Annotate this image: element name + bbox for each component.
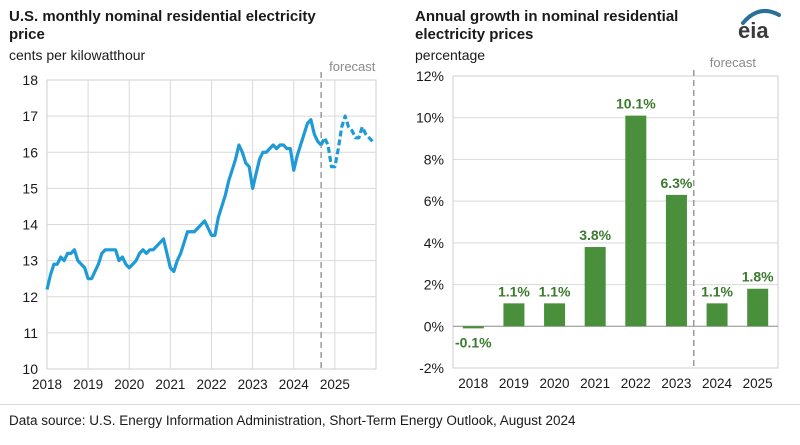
y-tick-label: 2% [424, 277, 444, 293]
bar-2018 [462, 326, 484, 329]
x-tick-label: 2021 [155, 377, 185, 392]
y-tick-label: 12% [416, 68, 444, 84]
plot-frame [452, 75, 779, 369]
bar-2023 [665, 194, 687, 327]
x-tick-label: 2020 [540, 376, 570, 391]
series-forecast-line [319, 114, 374, 169]
x-tick-label: 2023 [238, 377, 268, 392]
y-tick-label: 10 [22, 361, 38, 377]
data-label: -0.1% [455, 334, 492, 350]
data-source-note: Data source: U.S. Energy Information Adm… [9, 413, 576, 428]
forecast-label: forecast [710, 55, 757, 70]
eia-logo: eia [738, 8, 781, 42]
y-tick-label: 18 [22, 72, 38, 88]
x-tick-label: 2019 [499, 376, 529, 391]
data-label: 10.1% [616, 96, 656, 112]
y-tick-label: 0% [424, 318, 444, 334]
right-chart-unit-label: percentage [415, 47, 486, 63]
y-tick-label: 12 [22, 289, 38, 305]
y-tick-label: -2% [419, 360, 444, 376]
x-tick-label: 2023 [661, 376, 691, 391]
data-label: 6.3% [660, 175, 692, 191]
annual-growth-bar-chart: -2% 0% 2% 4% 6% 8% 10% 12% forecast -0.1% 2018 1.1%… [416, 55, 779, 391]
left-chart-unit-label: cents per kilowatthour [9, 47, 146, 63]
eia-logo-arc [741, 8, 781, 25]
eia-logo-text: eia [738, 18, 769, 42]
left-chart-title: U.S. monthly nominal residential electri… [9, 8, 316, 43]
bar-2025 [747, 288, 769, 327]
y-tick-label: 15 [22, 180, 38, 196]
bar-2022 [625, 115, 647, 327]
x-tick-label: 2018 [32, 377, 62, 392]
y-tick-label: 6% [424, 193, 444, 209]
bar-2019 [503, 303, 525, 327]
data-label: 1.1% [498, 283, 530, 299]
bar-2021 [584, 247, 606, 327]
x-tick-label: 2024 [279, 377, 310, 392]
y-tick-label: 14 [22, 217, 38, 233]
y-tick-label: 17 [22, 108, 38, 124]
forecast-label: forecast [329, 59, 376, 74]
x-tick-label: 2019 [73, 377, 103, 392]
x-tick-label: 2020 [114, 377, 144, 392]
x-tick-label: 2022 [621, 376, 651, 391]
x-tick-label: 2025 [743, 376, 773, 391]
series-historical-line [45, 118, 323, 290]
x-tick-label: 2024 [702, 376, 733, 391]
bar-2020 [544, 303, 566, 327]
y-tick-label: 8% [424, 151, 444, 167]
right-chart-title: Annual growth in nominal residential ele… [415, 8, 679, 43]
data-label: 1.1% [539, 283, 571, 299]
x-tick-label: 2022 [196, 377, 226, 392]
x-tick-label: 2018 [458, 376, 488, 391]
monthly-price-line-chart: 10 11 12 13 14 15 16 17 18 2018 2019 2020 2021 2022 20… [22, 59, 377, 392]
y-tick-label: 13 [22, 253, 38, 269]
y-tick-label: 4% [424, 235, 444, 251]
data-label: 3.8% [579, 227, 611, 243]
y-tick-label: 10% [416, 110, 444, 126]
y-tick-label: 11 [23, 325, 38, 341]
y-tick-label: 16 [22, 144, 38, 160]
footer-divider [0, 404, 800, 405]
x-tick-label: 2021 [580, 376, 610, 391]
data-label: 1.8% [742, 269, 774, 285]
x-tick-label: 2025 [320, 377, 350, 392]
bar-2024 [706, 303, 728, 327]
data-label: 1.1% [701, 283, 733, 299]
